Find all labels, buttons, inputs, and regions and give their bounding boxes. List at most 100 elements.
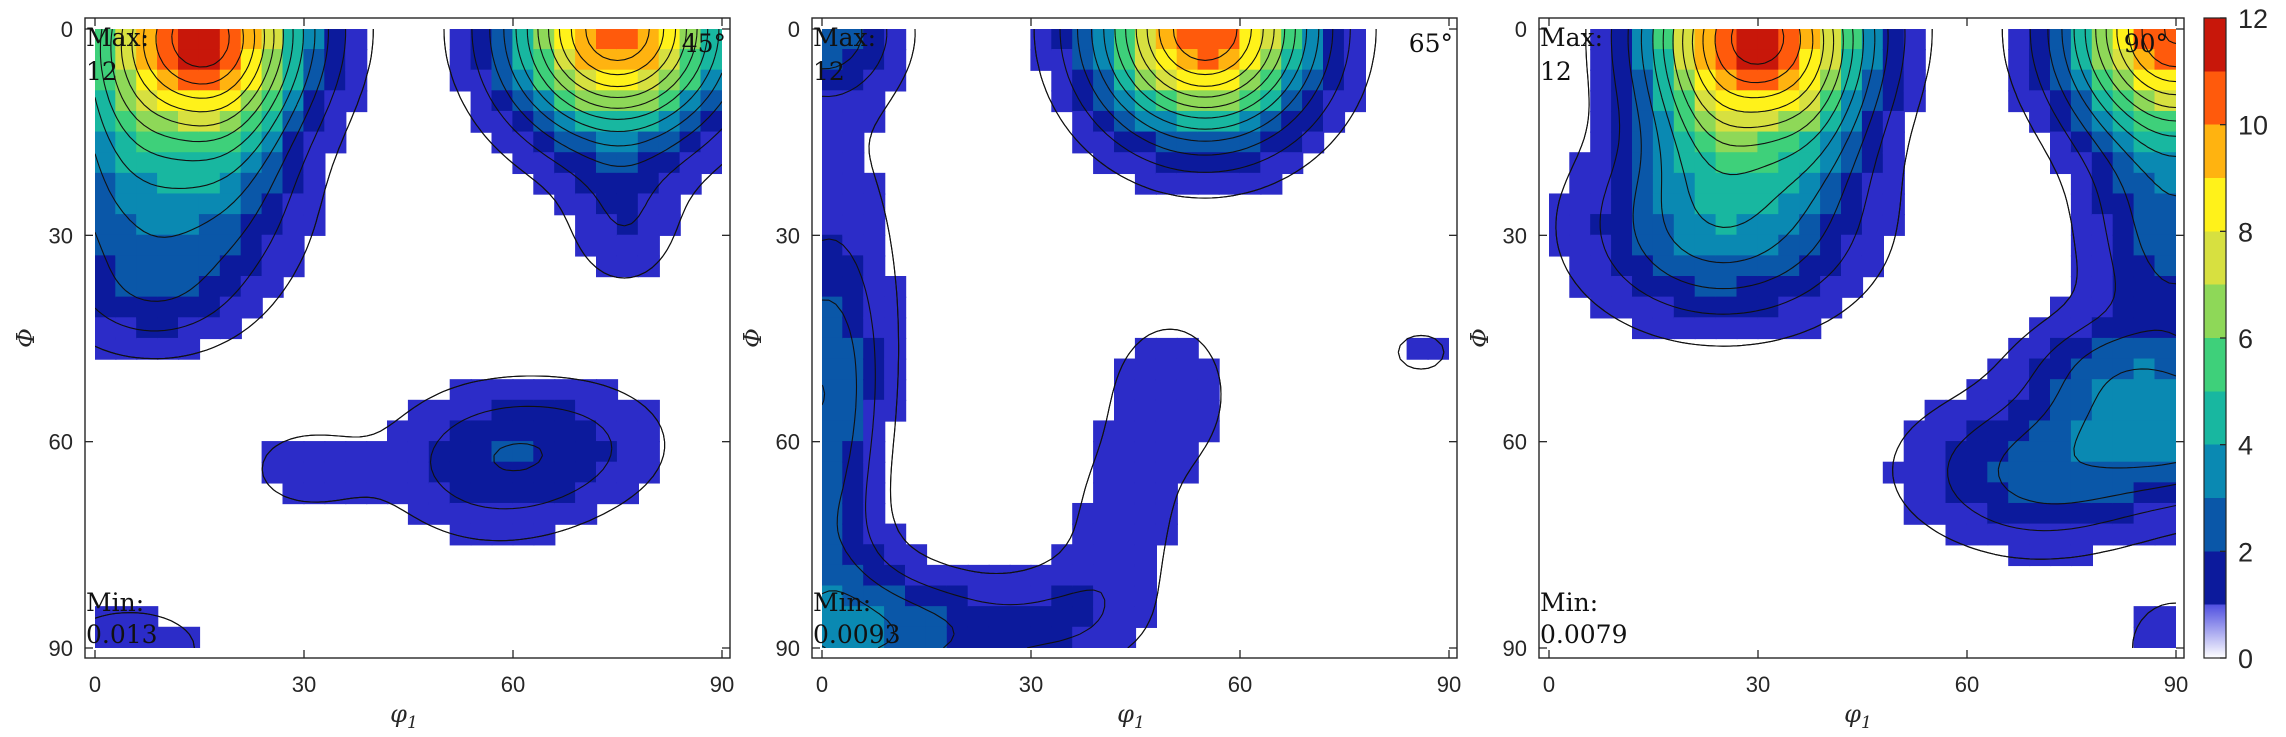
contour-cell (1611, 193, 1634, 216)
contour-cell (1652, 90, 1675, 113)
contour-cell (1841, 255, 1864, 278)
contour-cell (2154, 296, 2176, 319)
contour-cell (1799, 214, 1822, 236)
contour-cell (1778, 90, 1801, 113)
contour-cell (428, 482, 451, 505)
contour-line-8 (1682, 29, 2176, 129)
contour-cell (1323, 29, 1346, 51)
x-tick-label: 30 (292, 672, 316, 697)
contour-cell (198, 152, 221, 175)
contour-cell (637, 193, 660, 216)
contour-cell (491, 420, 514, 443)
contour-cell (198, 255, 221, 278)
contour-cell (261, 29, 284, 51)
axis-ticks: 0 30 60 90 0 30 60 90 (776, 17, 1462, 697)
contour-cell (1799, 90, 1822, 113)
x-axis-label: φ1 (390, 700, 418, 733)
contour-cell (240, 234, 263, 257)
contour-cell (822, 523, 844, 546)
contour-cell (2008, 502, 2031, 525)
contour-cell (842, 399, 865, 422)
contour-cell (884, 626, 907, 648)
contour-cell (1861, 152, 1884, 175)
contour-cell (1590, 276, 1613, 298)
contour-cell (115, 193, 138, 216)
contour-cell (925, 626, 948, 648)
plot-frame (811, 17, 1458, 659)
contour-cell (261, 441, 284, 463)
contour-cell (115, 110, 138, 133)
contour-cell (842, 131, 865, 154)
contour-cell (2050, 399, 2073, 422)
contour-cell (157, 152, 180, 175)
contour-cell (1861, 131, 1884, 154)
contour-cell (554, 152, 577, 175)
contour-cell (2091, 152, 2114, 175)
contour-cell (1778, 255, 1801, 278)
contour-cell (637, 29, 660, 51)
contour-cell (700, 152, 722, 175)
contour-cell (1093, 49, 1116, 71)
contour-cell (1051, 606, 1074, 628)
min-label: Min: (86, 588, 144, 617)
contour-cell (1323, 49, 1346, 71)
contour-cell (1281, 131, 1304, 154)
contour-cell (1590, 234, 1613, 257)
contour-cell (1882, 152, 1905, 175)
contour-cell (2154, 234, 2176, 257)
odf-panel-3: 0 30 60 90 0 30 60 90 φ1 Φ 90° Max: 12 Min: 0.0… (1466, 17, 2188, 733)
contour-line-10 (142, 29, 665, 99)
contour-cell (1260, 90, 1283, 113)
contour-cell (2112, 317, 2135, 340)
contour-cell (1987, 502, 2010, 525)
contour-cell (2154, 49, 2176, 71)
contour-cell (178, 317, 201, 340)
contour-cell (1218, 172, 1241, 195)
contour-cell (842, 358, 865, 381)
contour-cell (1757, 296, 1780, 319)
contour-cell (1611, 110, 1634, 133)
contour-cell (1072, 49, 1095, 71)
contour-cell (2133, 193, 2156, 216)
contour-cell (884, 399, 907, 422)
contour-cell (884, 317, 907, 340)
contour-cell (1218, 90, 1241, 113)
contour-line-6 (1662, 29, 2176, 176)
contour-field (95, 29, 722, 648)
contour-cell (884, 69, 907, 92)
contour-cell (2112, 214, 2135, 236)
contour-cell (407, 420, 430, 443)
contour-cell (2112, 234, 2135, 257)
contour-cell (2133, 296, 2156, 319)
contour-cell (637, 172, 660, 195)
contour-cell (616, 110, 639, 133)
contour-cell (136, 29, 159, 51)
contour-cell (533, 523, 556, 546)
contour-cell (533, 420, 556, 443)
contour-cell (178, 193, 201, 216)
contour-cell (988, 585, 1011, 608)
contour-cell (1632, 255, 1655, 278)
contour-cell (554, 441, 577, 463)
contour-cell (491, 49, 514, 71)
contour-cell (1260, 49, 1283, 71)
contour-cell (1945, 482, 1968, 505)
contour-cell (2112, 337, 2135, 360)
contour-cell (1820, 234, 1843, 257)
contour-cell (95, 337, 117, 360)
contour-cell (219, 296, 242, 319)
contour-cell (178, 152, 201, 175)
contour-cell (491, 69, 514, 92)
contour-cell (449, 461, 472, 484)
contour-cell (1652, 29, 1675, 51)
contour-cell (2070, 296, 2093, 319)
contour-cell (884, 585, 907, 608)
contour-cell (575, 49, 598, 71)
contour-line-12 (1730, 29, 2176, 65)
contour-line-10 (1158, 29, 1252, 76)
contour-cell (2091, 358, 2114, 381)
contour-cell (863, 29, 886, 51)
contour-cell (1155, 358, 1178, 381)
contour-cell (136, 131, 159, 154)
contour-cell (2154, 420, 2176, 443)
